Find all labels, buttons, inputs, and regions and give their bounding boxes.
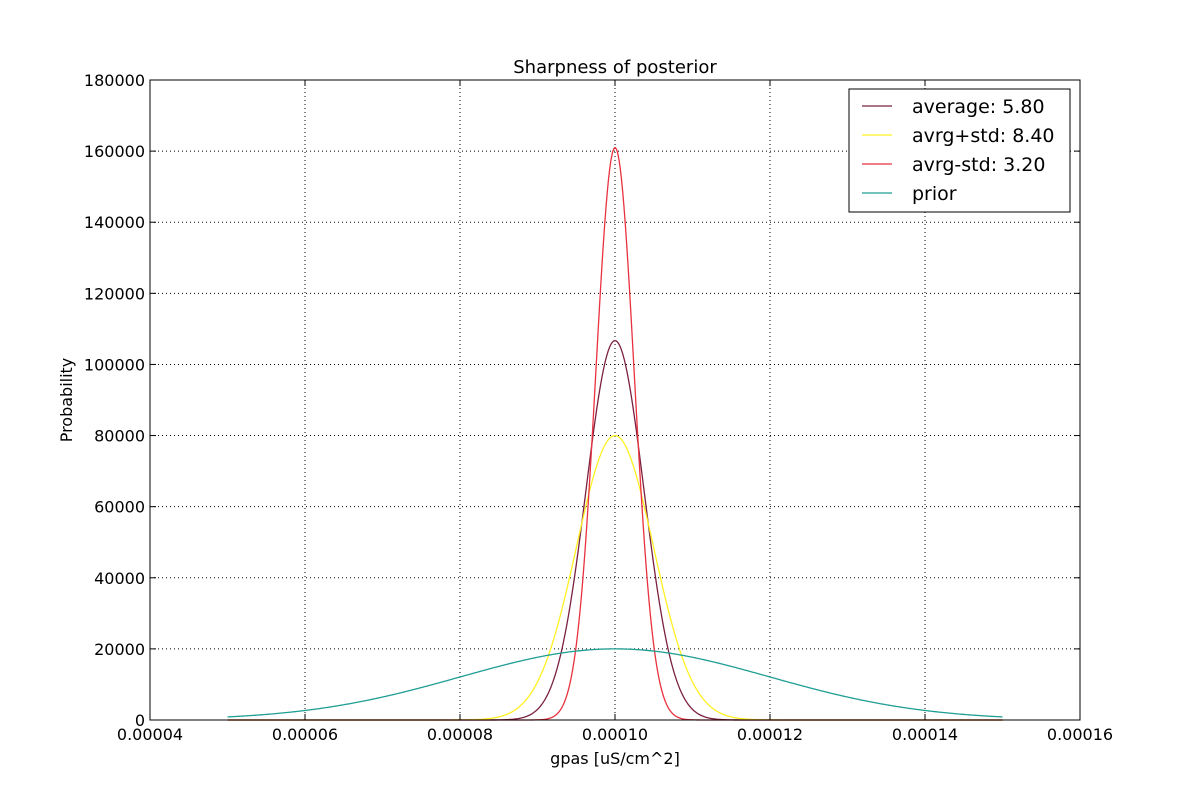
x-tick-label: 0.00006 xyxy=(272,725,338,744)
y-tick-label: 120000 xyxy=(84,284,145,303)
legend-label: avrg-std: 3.20 xyxy=(912,154,1045,176)
x-axis-label: gpas [uS/cm^2] xyxy=(550,749,680,768)
y-tick-label: 20000 xyxy=(94,640,145,659)
y-tick-label: 60000 xyxy=(94,498,145,517)
x-tick-label: 0.00016 xyxy=(1047,725,1113,744)
legend: average: 5.80 avrg+std: 8.40 avrg-std: 3.2… xyxy=(848,88,1071,213)
x-tick-label: 0.00008 xyxy=(427,725,493,744)
x-tick-label: 0.00014 xyxy=(892,725,958,744)
x-tick-label: 0.00012 xyxy=(737,725,803,744)
y-tick-label: 140000 xyxy=(84,213,145,232)
legend-box xyxy=(848,88,1071,213)
axis-ticks: 0.00004 0.00006 0.00008 0.00010 0.00012 0.000… xyxy=(84,71,1113,744)
chart-title: Sharpness of posterior xyxy=(513,57,717,78)
y-tick-label: 40000 xyxy=(94,569,145,588)
legend-label: prior xyxy=(912,183,957,205)
x-tick-label: 0.00004 xyxy=(117,725,183,744)
y-tick-label: 80000 xyxy=(94,427,145,446)
y-tick-label: 180000 xyxy=(84,71,145,90)
legend-label: avrg+std: 8.40 xyxy=(912,125,1055,147)
series-line-3 xyxy=(227,648,1003,718)
x-tick-label: 0.00010 xyxy=(582,725,648,744)
y-tick-label: 0 xyxy=(135,711,145,730)
y-axis-label: Probability xyxy=(57,358,76,443)
y-tick-label: 160000 xyxy=(84,142,145,161)
legend-label: average: 5.80 xyxy=(912,96,1045,118)
y-tick-label: 100000 xyxy=(84,355,145,374)
